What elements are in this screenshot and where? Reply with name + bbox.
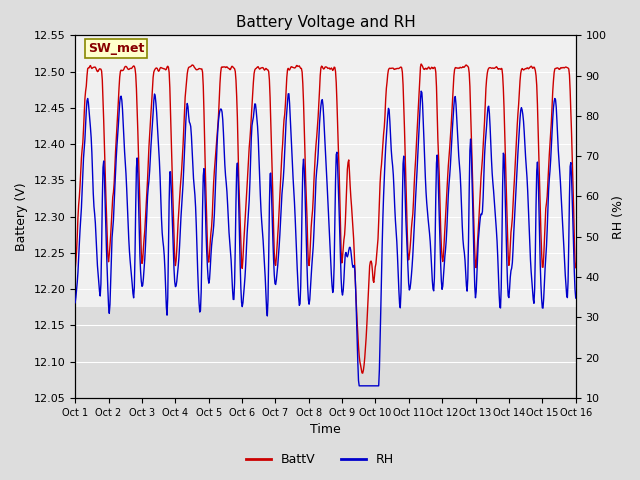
Legend: BattV, RH: BattV, RH [241, 448, 399, 471]
Y-axis label: RH (%): RH (%) [612, 195, 625, 239]
Y-axis label: Battery (V): Battery (V) [15, 182, 28, 251]
RH [209, 230, 217, 236]
BattV [387, 66, 394, 72]
RH [81, 146, 88, 152]
RH [417, 88, 425, 94]
BattV [572, 265, 580, 271]
RH [182, 107, 190, 112]
BattV [132, 72, 140, 77]
RH [401, 194, 409, 200]
RH [71, 300, 79, 306]
BattV [417, 61, 425, 67]
BattV [401, 150, 409, 156]
Line: BattV: BattV [75, 64, 576, 373]
BattV [81, 110, 88, 116]
BattV [209, 193, 217, 199]
X-axis label: Time: Time [310, 423, 341, 436]
RH [572, 295, 580, 301]
Bar [75, 307, 576, 398]
Bar [75, 36, 576, 307]
RH [387, 133, 394, 139]
BattV [359, 370, 367, 376]
Title: Battery Voltage and RH: Battery Voltage and RH [236, 15, 415, 30]
BattV [182, 79, 190, 84]
RH [355, 383, 363, 389]
Line: RH: RH [75, 91, 576, 386]
Text: SW_met: SW_met [88, 42, 144, 55]
BattV [71, 267, 79, 273]
RH [132, 203, 140, 208]
